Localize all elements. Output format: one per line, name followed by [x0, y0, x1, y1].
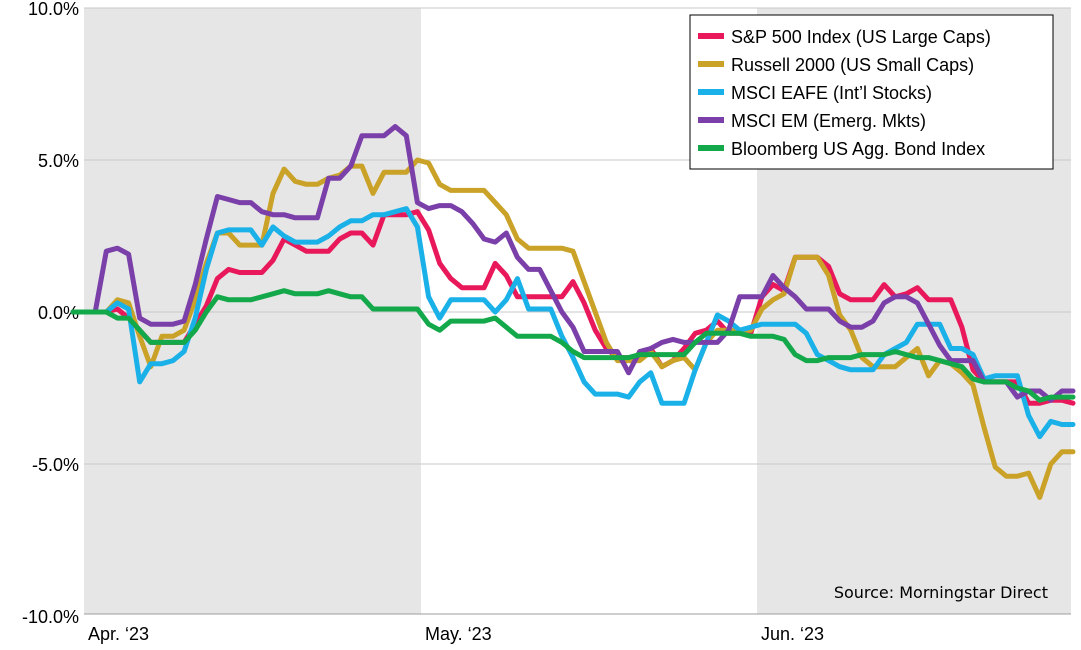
- x-tick-label: Jun. ‘23: [761, 624, 824, 644]
- y-tick-label: 0.0%: [38, 303, 79, 323]
- x-tick-label: May. ‘23: [425, 624, 492, 644]
- legend-box: [689, 14, 1054, 170]
- y-tick-label: 10.0%: [28, 0, 79, 19]
- y-axis-ticks: 10.0% 5.0% 0.0% -5.0% -10.0%: [22, 0, 79, 627]
- series-lines: [70, 124, 1076, 500]
- x-tick-label: Apr. ‘23: [88, 624, 149, 644]
- y-tick-label: -10.0%: [22, 607, 79, 627]
- series-line-3: [70, 206, 1076, 440]
- y-tick-label: 5.0%: [38, 151, 79, 171]
- legend-label: Bloomberg US Agg. Bond Index: [731, 139, 985, 159]
- series-line-4: [70, 124, 1076, 403]
- series-line-5: [70, 288, 1076, 403]
- source-note: Source: Morningstar Direct: [834, 583, 1048, 602]
- legend-label: S&P 500 Index (US Large Caps): [731, 27, 991, 47]
- legend: S&P 500 Index (US Large Caps) Russell 200…: [689, 14, 1054, 170]
- shaded-band-1: [84, 8, 421, 614]
- series-line-2: [70, 157, 1076, 500]
- legend-label: MSCI EAFE (Int’l Stocks): [731, 83, 932, 103]
- x-axis-ticks: Apr. ‘23 May. ‘23 Jun. ‘23: [88, 624, 824, 644]
- legend-label: Russell 2000 (US Small Caps): [731, 55, 974, 75]
- series-line-1: [70, 209, 1076, 406]
- y-tick-label: -5.0%: [32, 455, 79, 475]
- legend-label: MSCI EM (Emerg. Mkts): [731, 111, 926, 131]
